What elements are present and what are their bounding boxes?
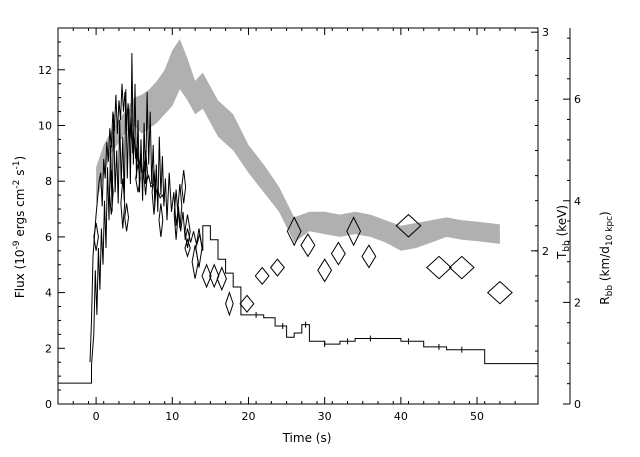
x-tick-label: 0: [93, 410, 100, 423]
temperature-point: [426, 255, 452, 280]
x-tick-label: 20: [241, 410, 255, 423]
temperature-point: [108, 169, 114, 215]
temperature-axis-label: Tbb (keV): [555, 205, 572, 260]
flux-axis: 0 2 4 6 8 10 12: [38, 41, 65, 411]
flux-axis-label: Flux (10-9 ergs cm-2 s-1): [12, 156, 27, 298]
radius-tick-label: 4: [574, 195, 581, 208]
temperature-point: [191, 245, 199, 279]
temperature-point: [317, 258, 333, 283]
temperature-point: [120, 178, 126, 229]
temperature-point: [184, 214, 191, 249]
x-tick-label: 40: [394, 410, 408, 423]
temperature-point: [286, 216, 302, 247]
temperature-point: [395, 213, 422, 238]
temperature-point: [448, 255, 475, 280]
radius-tick-label: 6: [574, 93, 581, 106]
radius-band: [96, 39, 500, 251]
flux-tick-label: 0: [45, 398, 52, 411]
x-tick-label: 10: [165, 410, 179, 423]
temperature-tick-label: 3: [542, 26, 549, 39]
temperature-axis: 23: [531, 26, 549, 377]
temperature-point: [225, 291, 234, 317]
temperature-point: [330, 241, 346, 266]
flux-series-0: [58, 53, 538, 384]
flux-series-1: [89, 83, 166, 363]
flux-tick-label: 8: [45, 175, 52, 188]
radius-axis: 0 2 4 6: [563, 28, 581, 411]
temperature-points-layer: [93, 150, 513, 317]
temperature-point: [151, 169, 157, 215]
temperature-point: [346, 216, 362, 247]
temperature-tick-label: 2: [542, 245, 549, 258]
x-tick-label: 50: [470, 410, 484, 423]
x-axis-label: Time (s): [282, 431, 332, 445]
temperature-point: [173, 189, 179, 240]
x-axis: 0 10 20 30 40 50: [57, 28, 516, 423]
x-tick-label: 30: [318, 410, 332, 423]
temperature-point: [158, 203, 164, 237]
flux-tick-label: 4: [45, 287, 52, 300]
temperature-point: [300, 233, 316, 258]
flux-tick-label: 10: [38, 119, 52, 132]
temperature-point: [181, 169, 187, 204]
temperature-point: [361, 244, 377, 269]
flux-series-layer: [58, 53, 538, 384]
temperature-point: [184, 238, 191, 259]
temperature-point: [93, 222, 99, 251]
temperature-point: [124, 203, 130, 232]
temperature-point: [254, 266, 270, 285]
temperature-point: [135, 164, 141, 193]
temperature-point: [177, 183, 183, 229]
temperature-point: [269, 258, 285, 277]
radius-axis-label: Rbb (km/d10 kpc): [598, 211, 615, 304]
flux-tick-label: 2: [45, 342, 52, 355]
radius-tick-label: 2: [574, 296, 581, 309]
temperature-point: [195, 228, 203, 268]
flux-tick-label: 6: [45, 231, 52, 244]
temperature-point: [143, 150, 149, 196]
radius-band-layer: [96, 39, 500, 251]
temperature-point: [239, 294, 255, 313]
temperature-point: [486, 280, 513, 305]
flux-tick-label: 12: [38, 64, 52, 77]
temperature-point: [216, 266, 227, 292]
temperature-point: [201, 263, 212, 289]
plot-frame: [57, 27, 539, 405]
radius-tick-label: 0: [574, 398, 581, 411]
